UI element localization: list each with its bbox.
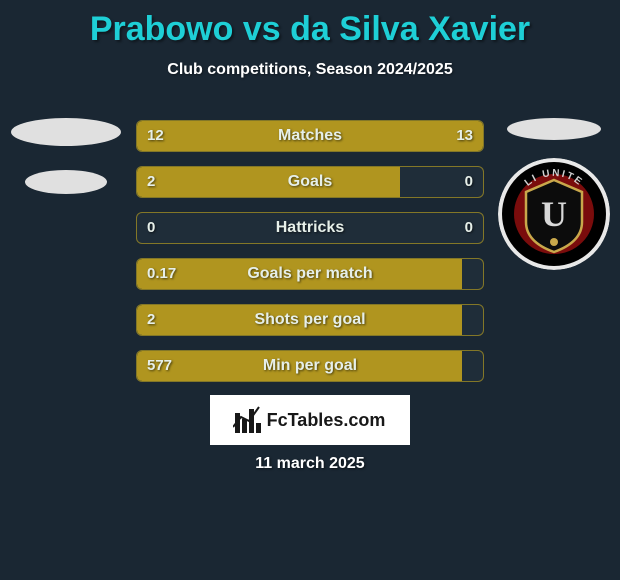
stat-row: 2Shots per goal [136,304,484,336]
stat-row: 2Goals0 [136,166,484,198]
subtitle: Club competitions, Season 2024/2025 [0,61,620,79]
fctables-icon [235,407,261,433]
page-title: Prabowo vs da Silva Xavier [0,0,620,49]
stat-label: Matches [137,121,483,151]
stat-label: Goals per match [137,259,483,289]
player-left-avatars [6,110,126,202]
stat-value-right: 0 [465,167,473,197]
avatar-placeholder [25,170,107,194]
stat-value-right: 0 [465,213,473,243]
stat-label: Min per goal [137,351,483,381]
watermark: FcTables.com [210,395,410,445]
stats-bars: 12Matches132Goals00Hattricks00.17Goals p… [136,120,484,396]
stat-row: 0Hattricks0 [136,212,484,244]
stat-row: 577Min per goal [136,350,484,382]
stat-label: Shots per goal [137,305,483,335]
stat-row: 0.17Goals per match [136,258,484,290]
stat-label: Goals [137,167,483,197]
watermark-text: FcTables.com [267,410,386,431]
stat-value-right: 13 [456,121,473,151]
player-right-avatars: U LI UNITE [494,110,614,270]
date-text: 11 march 2025 [0,455,620,473]
avatar-placeholder [11,118,121,146]
svg-text:U: U [541,194,567,234]
stat-row: 12Matches13 [136,120,484,152]
avatar-placeholder [507,118,601,140]
stat-label: Hattricks [137,213,483,243]
club-logo: U LI UNITE [498,158,610,270]
